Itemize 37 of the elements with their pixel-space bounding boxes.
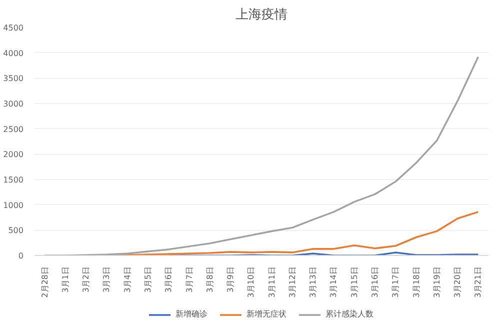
x-tick-label: 3月20日 bbox=[453, 266, 462, 298]
x-tick-label: 3月1日 bbox=[60, 266, 70, 293]
x-tick-label: 3月2日 bbox=[82, 266, 91, 293]
legend-label: 新增确诊 bbox=[176, 308, 208, 320]
y-tick-label: 3000 bbox=[3, 100, 24, 108]
y-tick-label: 2000 bbox=[3, 150, 24, 160]
x-tick-label: 3月4日 bbox=[122, 266, 132, 293]
y-tick-label: 2500 bbox=[3, 124, 24, 134]
x-tick-label: 3月10日 bbox=[246, 266, 256, 298]
x-tick-label: 3月11日 bbox=[267, 266, 276, 298]
x-tick-label: 2月28日 bbox=[40, 266, 50, 298]
chart-title: 上海疫情 bbox=[236, 8, 288, 22]
x-tick-label: 3月14日 bbox=[329, 266, 338, 298]
x-tick-label: 3月19日 bbox=[432, 266, 442, 298]
line-series bbox=[44, 56, 480, 256]
x-tick-label: 3月18日 bbox=[412, 266, 421, 298]
y-tick-label: 4000 bbox=[3, 48, 24, 58]
x-tick-label: 3月3日 bbox=[102, 266, 112, 293]
y-tick-label: 3500 bbox=[3, 74, 24, 84]
y-tick-label: 1500 bbox=[3, 176, 24, 184]
x-tick-label: 3月7日 bbox=[184, 266, 194, 293]
legend-label: 累计感染人数 bbox=[326, 308, 374, 320]
x-tick-label: 3月5日 bbox=[144, 266, 152, 293]
x-tick-label: 3月21日 bbox=[474, 266, 483, 298]
x-tick-label: 3月8日 bbox=[205, 266, 214, 293]
x-tick-label: 3月12日 bbox=[288, 266, 297, 298]
x-tick-label: 3月15日 bbox=[350, 266, 359, 298]
legend-label: 新增无症状 bbox=[246, 308, 286, 320]
x-tick-label: 3月9日 bbox=[226, 266, 236, 293]
y-tick-label: 500 bbox=[8, 226, 24, 236]
x-tick-label: 3月16日 bbox=[370, 266, 380, 298]
y-tick-label: 0 bbox=[18, 252, 24, 260]
x-tick-label: 3月6日 bbox=[164, 266, 174, 293]
y-tick-label: 4500 bbox=[3, 24, 24, 32]
x-tick-label: 3月13日 bbox=[308, 266, 318, 298]
x-tick-label: 3月17日 bbox=[391, 266, 400, 298]
y-tick-label: 1000 bbox=[3, 200, 24, 210]
